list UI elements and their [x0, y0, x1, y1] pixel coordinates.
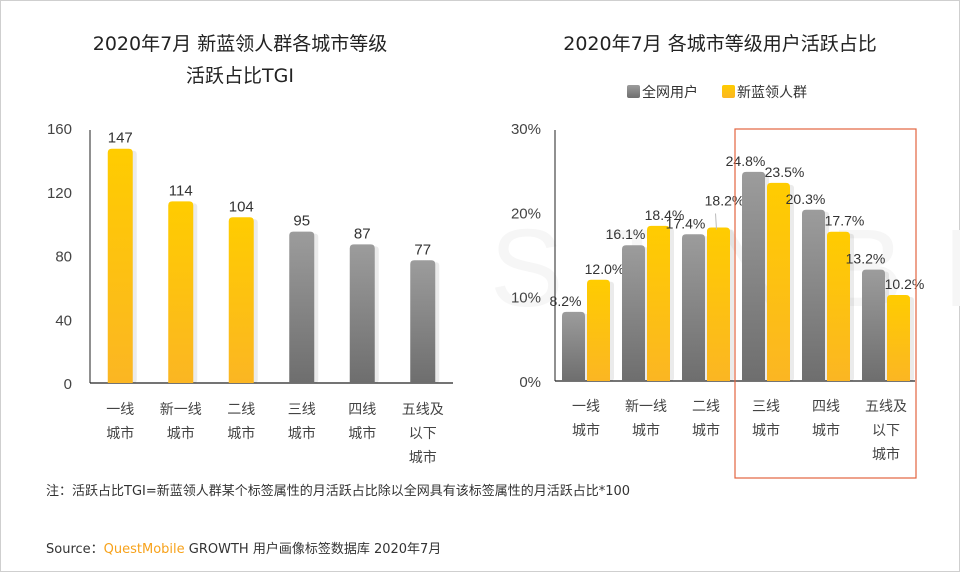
x-tick-label: 四线 — [348, 401, 376, 417]
bar-all-users — [802, 209, 825, 381]
bar-new-bluecollar — [647, 225, 670, 381]
x-tick-label: 城市 — [167, 425, 195, 441]
data-label: 95 — [293, 213, 310, 230]
data-label: 18.2% — [705, 193, 745, 209]
bar — [289, 231, 315, 383]
bar — [349, 244, 375, 383]
x-tick-label: 四线 — [812, 398, 840, 414]
data-label: 147 — [108, 130, 133, 147]
bar — [107, 148, 133, 383]
legend-swatch-all-users — [627, 85, 640, 98]
data-label: 8.2% — [550, 293, 582, 309]
data-label: 24.8% — [726, 153, 766, 169]
bar-all-users — [862, 269, 885, 381]
legend-swatch-new-bluecollar — [722, 85, 735, 98]
x-tick-label: 城市 — [812, 422, 840, 438]
y-tick-label: 160 — [47, 121, 72, 138]
data-label: 10.2% — [885, 276, 925, 292]
x-tick-label: 城市 — [106, 425, 134, 441]
x-tick-label: 五线及 — [402, 401, 444, 417]
x-tick-label: 城市 — [872, 446, 900, 462]
data-label: 87 — [354, 225, 371, 242]
x-tick-label: 城市 — [348, 425, 376, 441]
data-label: 17.7% — [825, 213, 865, 229]
source-line: Source：QuestMobile GROWTH 用户画像标签数据库 2020… — [46, 538, 441, 557]
x-tick-label: 以下 — [872, 422, 900, 438]
data-label: 77 — [414, 241, 431, 258]
y-tick-label: 20% — [511, 205, 541, 222]
x-tick-label: 一线 — [572, 398, 600, 414]
chart1-title-line2: 活跃占比TGI — [186, 65, 294, 87]
x-tick-label: 新一线 — [160, 401, 202, 417]
source-brand: QuestMobile — [103, 542, 185, 557]
x-tick-label: 以下 — [409, 425, 437, 441]
data-label: 13.2% — [846, 251, 886, 267]
x-tick-label: 城市 — [752, 422, 780, 438]
x-tick-label: 城市 — [632, 422, 660, 438]
legend-label-all-users: 全网用户 — [642, 84, 698, 100]
bar-new-bluecollar — [827, 231, 850, 381]
data-label: 114 — [169, 182, 193, 199]
footnote: 注：活跃占比TGI=新蓝领人群某个标签属性的月活跃占比除以全网具有该标签属性的月… — [46, 484, 631, 499]
y-tick-label: 0% — [519, 374, 541, 391]
source-prefix: Source： — [46, 542, 104, 557]
bar-new-bluecollar — [887, 294, 910, 381]
source-suffix: GROWTH 用户画像标签数据库 2020年7月 — [184, 542, 442, 557]
bar — [168, 201, 194, 383]
data-label: 104 — [229, 198, 254, 215]
data-label: 23.5% — [765, 164, 805, 180]
data-label: 20.3% — [786, 191, 826, 207]
bar — [228, 217, 254, 383]
bar-new-bluecollar — [767, 182, 790, 381]
legend-label-new-bluecollar: 新蓝领人群 — [737, 84, 807, 100]
data-label: 18.4% — [645, 207, 685, 223]
x-tick-label: 一线 — [106, 401, 134, 417]
y-tick-label: 80 — [55, 249, 72, 266]
x-tick-label: 二线 — [692, 398, 720, 414]
label-leader-line — [715, 213, 717, 230]
x-tick-label: 新一线 — [625, 398, 667, 414]
y-tick-label: 40 — [55, 312, 72, 329]
bar-new-bluecollar — [707, 227, 730, 381]
bar — [410, 260, 436, 383]
chart1-title: 2020年7月 新蓝领人群各城市等级 活跃占比TGI — [40, 28, 440, 92]
bar-all-users — [562, 311, 585, 381]
bar-all-users — [742, 171, 765, 381]
legend: 全网用户 新蓝领人群 — [627, 84, 807, 100]
x-tick-label: 二线 — [227, 401, 255, 417]
y-tick-label: 0 — [64, 376, 72, 393]
data-label: 17.4% — [666, 215, 706, 231]
bar-all-users — [622, 245, 645, 381]
x-tick-label: 三线 — [752, 398, 780, 414]
x-tick-label: 五线及 — [865, 398, 907, 414]
x-tick-label: 城市 — [572, 422, 600, 438]
data-label: 12.0% — [585, 261, 625, 277]
x-tick-label: 城市 — [288, 425, 316, 441]
x-tick-label: 城市 — [692, 422, 720, 438]
y-tick-label: 10% — [511, 290, 541, 307]
chart2-title: 2020年7月 各城市等级用户活跃占比 — [563, 33, 877, 55]
x-tick-label: 城市 — [409, 449, 437, 465]
y-tick-label: 30% — [511, 121, 541, 138]
x-tick-label: 三线 — [288, 401, 316, 417]
x-tick-label: 城市 — [227, 425, 255, 441]
data-label: 16.1% — [606, 226, 646, 242]
highlight-box — [734, 128, 917, 479]
y-tick-label: 120 — [47, 185, 72, 202]
chart1-title-line1: 2020年7月 新蓝领人群各城市等级 — [92, 33, 388, 55]
bar-all-users — [682, 234, 705, 381]
bar-new-bluecollar — [587, 279, 610, 381]
